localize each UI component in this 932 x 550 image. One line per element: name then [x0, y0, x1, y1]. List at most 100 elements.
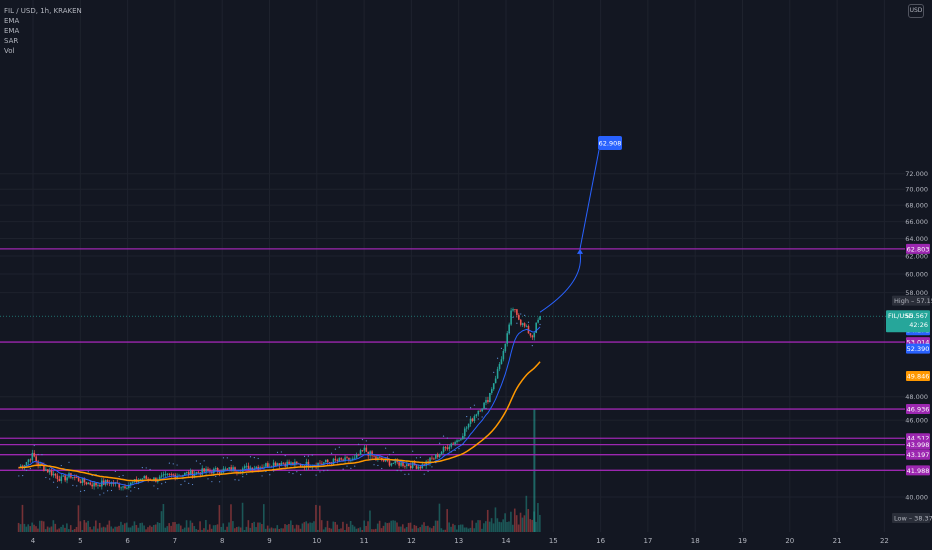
volume-bar — [456, 529, 458, 532]
volume-bar — [403, 528, 406, 532]
candle-body — [37, 461, 39, 466]
indicator-vol[interactable]: Vol — [4, 47, 15, 55]
volume-bar — [446, 509, 448, 532]
volume-bar — [123, 523, 126, 532]
volume-bar — [71, 529, 74, 532]
price-axis[interactable]: 72.000 70.000 68.000 66.000 64.000 62.000 60.0… — [886, 170, 932, 523]
candle-body — [512, 309, 514, 311]
sar-dot — [68, 461, 70, 463]
volume-bar — [178, 523, 180, 532]
sar-dot — [168, 462, 170, 464]
candle-body — [257, 466, 259, 470]
time-axis[interactable]: 4 5 6 7 8 9 10 11 12 13 14 15 16 17 18 19 20 21 22 — [31, 537, 889, 545]
volume-bar — [444, 529, 447, 532]
sar-dot — [388, 453, 391, 456]
volume-bar — [135, 525, 138, 532]
volume-bar — [189, 520, 192, 532]
sar-dot — [466, 415, 468, 418]
candle-body — [218, 472, 221, 474]
x-tick-label: 13 — [454, 537, 463, 545]
sar-dot — [412, 450, 414, 452]
x-tick-label: 18 — [691, 537, 700, 545]
candle-body — [500, 359, 503, 365]
candle-body — [265, 463, 267, 467]
sar-dot — [446, 437, 448, 439]
candle-body — [326, 459, 329, 462]
candle-body — [535, 322, 537, 333]
indicator-ema-1[interactable]: EMA — [4, 17, 20, 25]
x-tick-label: 15 — [549, 537, 558, 545]
candle-body — [384, 459, 387, 462]
candle-body — [489, 392, 491, 402]
volume-bar — [510, 511, 512, 532]
candle-body — [168, 473, 171, 475]
candle-body — [494, 378, 497, 384]
volume-bar — [79, 521, 82, 532]
candle-body — [25, 462, 28, 466]
candle-body — [176, 475, 178, 479]
volume-bar — [483, 523, 485, 532]
volume-bar — [98, 522, 101, 532]
sar-dot — [79, 490, 82, 492]
volume-bar — [374, 528, 377, 532]
sar-dot — [408, 473, 410, 475]
volume-bar — [459, 524, 462, 532]
candle-body — [415, 465, 418, 469]
volume-bar — [52, 520, 55, 532]
sar-dot — [211, 481, 213, 483]
candle-body — [272, 462, 275, 468]
sar-dot — [365, 440, 367, 442]
volume-bar — [481, 528, 483, 532]
volume-bar — [224, 529, 226, 532]
volume-bar — [69, 525, 72, 532]
volume-bar — [181, 529, 184, 532]
volume-bar — [363, 520, 365, 532]
candle-body — [328, 461, 331, 463]
volume-bar — [432, 525, 435, 532]
ema-lines — [18, 326, 541, 487]
volume-bar — [274, 528, 277, 532]
level-tag — [906, 439, 930, 450]
sar-dot — [22, 474, 24, 477]
volume-bar — [62, 524, 64, 532]
volume-bar — [448, 522, 450, 532]
volume-bar — [344, 529, 346, 532]
volume-bar — [467, 528, 470, 532]
x-tick-label: 4 — [31, 537, 36, 545]
candle-body — [338, 458, 341, 461]
volume-bar — [156, 522, 159, 532]
volume-bar — [179, 525, 182, 532]
volume-bar — [31, 522, 33, 532]
candle-body — [353, 457, 356, 459]
currency-button[interactable]: USD — [908, 4, 924, 18]
sar-dot — [49, 478, 51, 480]
sar-dot — [520, 313, 522, 315]
candle-body — [400, 462, 402, 466]
candle-body — [77, 477, 80, 482]
symbol-title[interactable]: FIL / USD, 1h, KRAKEN — [4, 7, 82, 15]
sar-dot — [191, 483, 194, 486]
sar-dot — [539, 323, 541, 326]
volume-bar — [461, 524, 464, 532]
indicator-ema-2[interactable]: EMA — [4, 27, 20, 35]
candle-body — [533, 332, 536, 338]
candle-body — [124, 486, 126, 489]
volume-bar — [365, 525, 367, 532]
sar-dot — [342, 468, 344, 470]
volume-bar — [241, 502, 244, 532]
candle-body — [508, 324, 510, 334]
candle-body — [228, 467, 231, 469]
candle-body — [45, 469, 47, 471]
sar-dot — [56, 486, 59, 488]
sar-dot — [516, 322, 518, 324]
sar-dot — [83, 489, 86, 492]
volume-bar — [346, 523, 348, 532]
candle-body — [346, 457, 348, 459]
volume-bar — [392, 520, 394, 532]
sar-dot — [369, 459, 371, 461]
volume-bar — [185, 520, 188, 532]
x-tick-label: 17 — [643, 537, 652, 545]
indicator-sar[interactable]: SAR — [4, 37, 19, 45]
volume-bar — [496, 518, 499, 532]
